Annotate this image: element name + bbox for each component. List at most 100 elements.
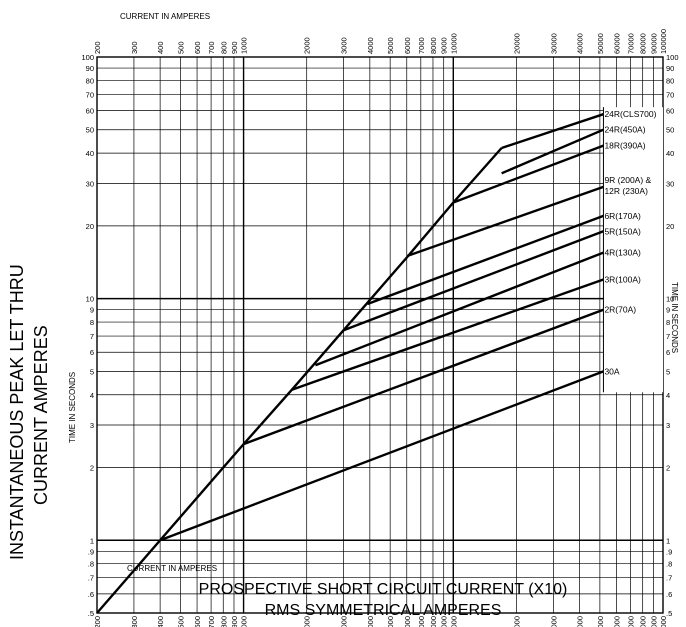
y-tick-label-right: .9 xyxy=(666,547,672,556)
x-tick-label-top: 20000 xyxy=(512,33,521,54)
y-tick-label-right: .7 xyxy=(666,574,672,583)
x-tick-label-top: 700 xyxy=(207,41,216,54)
x-tick-label-top: 200 xyxy=(93,41,102,54)
bottom-axis-title: CURRENT IN AMPERES xyxy=(127,564,217,573)
left-axis-title: TIME IN SECONDS xyxy=(68,372,77,443)
y-tick-label-right: 9 xyxy=(666,306,670,315)
x-tick-label-bottom: 80000 xyxy=(639,616,648,627)
series-line-2r-70a- xyxy=(243,308,604,446)
x-tick-label-top: 40000 xyxy=(576,33,585,54)
y-tick-label-left: 10 xyxy=(86,295,94,304)
x-tick-label-bottom: 200 xyxy=(93,616,102,627)
series-label-30a: 30A xyxy=(604,366,619,376)
y-tick-label-right: 10 xyxy=(666,295,674,304)
y-tick-label-right: 6 xyxy=(666,348,670,357)
x-tick-label-bottom: 40000 xyxy=(576,616,585,627)
y-tick-label-right: 8 xyxy=(666,318,670,327)
y-tick-label-right: 7 xyxy=(666,332,670,341)
x-tick-label-bottom: 7000 xyxy=(417,616,426,627)
series-lines xyxy=(96,113,604,614)
y-tick-label-left: 90 xyxy=(86,64,94,73)
x-tick-label-bottom: 3000 xyxy=(340,616,349,627)
x-tick-label-top: 80000 xyxy=(639,33,648,54)
y-tick-label-right: 30 xyxy=(666,179,674,188)
series-label-3r-100a-: 3R(100A) xyxy=(604,274,641,284)
y-tick-label-right: 70 xyxy=(666,90,674,99)
y-tick-label-left: 60 xyxy=(86,107,94,116)
x-tick-label-top: 50000 xyxy=(596,33,605,54)
series-label-24r-cls700-: 24R(CLS700) xyxy=(604,109,656,119)
x-tick-label-top: 6000 xyxy=(403,37,412,54)
y-tick-label-left: 40 xyxy=(86,149,94,158)
y-tick-label-left: .6 xyxy=(88,590,94,599)
x-tick-label-bottom: 700 xyxy=(207,616,216,627)
y-axis-title-line-1: INSTANTANEOUS PEAK LET THRU xyxy=(7,264,27,560)
tick-labels: 2002003003004004005005006006007007008008… xyxy=(81,29,678,627)
y-tick-label-right: 2 xyxy=(666,464,670,473)
y-tick-label-right: 50 xyxy=(666,126,674,135)
series-label-4r-130a-: 4R(130A) xyxy=(604,248,641,258)
y-tick-label-right: .8 xyxy=(666,560,672,569)
x-tick-label-top: 10000 xyxy=(449,33,458,54)
right-axis-title: TIME IN SECONDS xyxy=(670,282,679,353)
x-tick-label-top: 800 xyxy=(219,41,228,54)
x-tick-label-bottom: 2000 xyxy=(303,616,312,627)
y-tick-label-left: 100 xyxy=(81,53,94,62)
x-tick-label-bottom: 30000 xyxy=(549,616,558,627)
x-tick-label-bottom: 800 xyxy=(219,616,228,627)
y-tick-label-left: 7 xyxy=(90,332,94,341)
series-line-5r-150a- xyxy=(343,230,604,332)
x-tick-label-bottom: 400 xyxy=(156,616,165,627)
y-tick-label-left: .9 xyxy=(88,547,94,556)
x-tick-label-bottom: 600 xyxy=(193,616,202,627)
y-tick-label-right: .5 xyxy=(666,609,672,618)
y-tick-label-right: 4 xyxy=(666,391,670,400)
y-tick-label-left: 20 xyxy=(86,222,94,231)
x-tick-label-bottom: 100000 xyxy=(659,616,668,627)
x-tick-label-bottom: 50000 xyxy=(596,616,605,627)
y-tick-label-left: 70 xyxy=(86,90,94,99)
x-tick-label-bottom: 5000 xyxy=(386,616,395,627)
y-tick-label-left: 5 xyxy=(90,367,94,376)
x-tick-label-bottom: 20000 xyxy=(512,616,521,627)
x-tick-label-top: 2000 xyxy=(303,37,312,54)
y-tick-label-left: 4 xyxy=(90,391,94,400)
y-tick-label-left: 6 xyxy=(90,348,94,357)
y-tick-label-right: 5 xyxy=(666,367,670,376)
y-tick-label-right: 3 xyxy=(666,421,670,430)
y-tick-label-left: 2 xyxy=(90,464,94,473)
y-tick-label-right: 60 xyxy=(666,107,674,116)
y-tick-label-left: 3 xyxy=(90,421,94,430)
series-label-5r-150a-: 5R(150A) xyxy=(604,226,641,236)
x-tick-label-bottom: 500 xyxy=(176,616,185,627)
x-tick-label-top: 100000 xyxy=(659,29,668,54)
y-tick-label-right: 80 xyxy=(666,76,674,85)
y-tick-label-left: 80 xyxy=(86,76,94,85)
series-line-24r-450a- xyxy=(501,128,604,175)
x-tick-label-bottom: 60000 xyxy=(612,616,621,627)
x-tick-label-top: 9000 xyxy=(440,37,449,54)
series-line-18r-390a- xyxy=(452,144,604,204)
x-axis-title-line-1: PROSPECTIVE SHORT CIRCUIT CURRENT (X10) xyxy=(198,581,568,598)
x-tick-label-top: 500 xyxy=(176,41,185,54)
y-tick-label-right: 100 xyxy=(666,53,679,62)
x-tick-label-top: 90000 xyxy=(649,33,658,54)
x-tick-label-top: 70000 xyxy=(627,33,636,54)
series-line-9r-200a-12r-230a- xyxy=(406,185,604,258)
x-tick-label-bottom: 70000 xyxy=(627,616,636,627)
series-label-background xyxy=(603,107,663,393)
x-tick-label-bottom: 900 xyxy=(230,616,239,627)
x-tick-label-bottom: 4000 xyxy=(366,616,375,627)
y-axis-title-line-2: CURRENT AMPERES xyxy=(31,325,51,505)
series-label-9r-12r-cont: 12R (230A) xyxy=(604,186,648,196)
series-label-9r-12r: 9R (200A) & xyxy=(604,175,651,185)
top-axis-title: CURRENT IN AMPERES xyxy=(120,12,210,21)
x-tick-label-top: 5000 xyxy=(386,37,395,54)
y-tick-label-right: 40 xyxy=(666,149,674,158)
series-line-threshold xyxy=(96,147,503,614)
x-tick-label-top: 30000 xyxy=(549,33,558,54)
series-labels: 24R(CLS700) 24R(450A) 18R(390A) 9R (200A) &… xyxy=(602,107,663,393)
y-tick-label-left: .5 xyxy=(88,609,94,618)
y-tick-label-left: .8 xyxy=(88,560,94,569)
x-axis-title-line-2: RMS SYMMETRICAL AMPERES xyxy=(264,602,502,619)
